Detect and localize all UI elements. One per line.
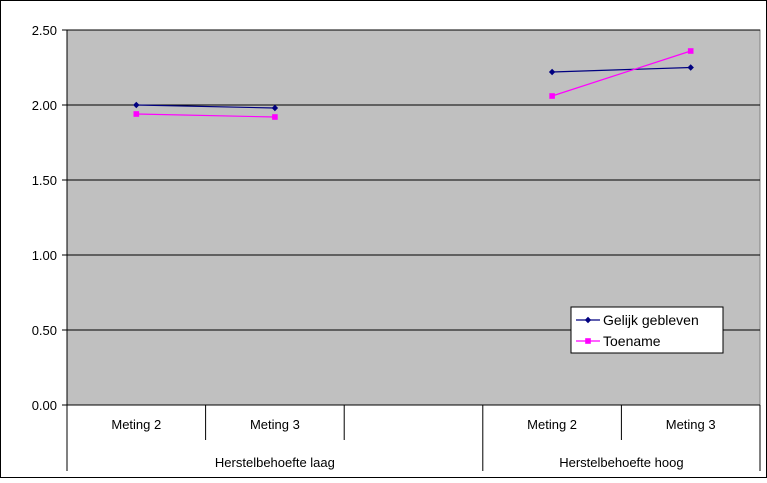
y-tick-label: 0.00 [32,398,57,413]
data-point-diamond [687,64,694,71]
data-point-square [687,48,694,54]
series-1 [133,64,694,112]
series [133,48,694,120]
legend-marker-square [585,338,591,344]
series-line-segment [551,50,691,97]
y-tick-label: 0.50 [32,323,57,338]
legend-label: Gelijk gebleven [603,312,699,328]
x-category-label: Meting 3 [250,417,300,432]
data-point-diamond [271,104,279,112]
y-tick-label: 1.00 [32,248,57,263]
series-2 [133,48,694,120]
series-line-segment [552,66,691,73]
x-group-label: Herstelbehoefte hoog [559,455,683,470]
data-point-diamond [133,101,140,109]
gridlines [67,29,760,331]
series-line-segment [136,113,275,118]
x-category-label: Meting 3 [666,417,716,432]
x-axis: Meting 2 Meting 3 Meting 2 Meting 3 Herstelb… [66,404,761,471]
data-point-diamond [548,68,556,76]
legend: Gelijk gebleven Toename [570,306,724,354]
data-point-square [133,111,140,117]
legend-box [570,306,724,354]
x-group-label: Herstelbehoefte laag [215,455,335,470]
series-line-segment [136,104,275,109]
x-category-label: Meting 2 [111,417,161,432]
x-category-label: Meting 2 [527,417,577,432]
data-point-square [272,114,278,120]
y-tick-label: 2.50 [32,23,57,38]
legend-marker-diamond [584,316,592,324]
y-tick-label: 1.50 [32,173,57,188]
y-axis: 0.00 0.50 1.00 1.50 2.00 2.50 [32,23,68,413]
legend-label: Toename [603,333,661,349]
data-point-square [549,93,555,99]
y-tick-label: 2.00 [32,98,57,113]
